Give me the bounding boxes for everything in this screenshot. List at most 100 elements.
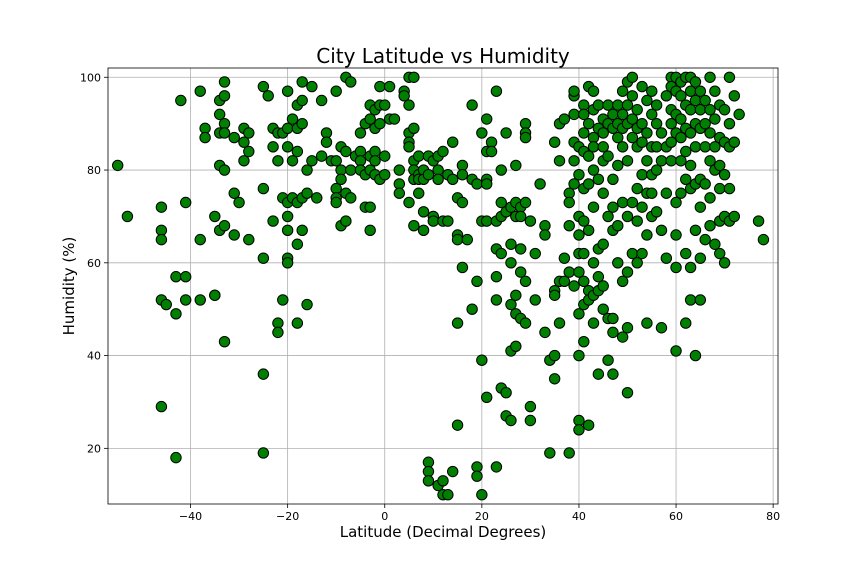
data-point	[112, 159, 124, 172]
data-point	[432, 173, 444, 186]
data-point	[728, 210, 741, 223]
data-point	[704, 192, 716, 204]
data-point	[694, 85, 707, 97]
data-point	[480, 215, 493, 227]
data-point	[447, 465, 459, 478]
data-point	[524, 400, 537, 413]
data-point	[636, 168, 648, 181]
data-point	[505, 298, 517, 311]
data-point	[694, 201, 707, 213]
data-point	[170, 271, 182, 283]
y-tick-label: 20	[87, 442, 101, 455]
data-point	[621, 322, 634, 334]
data-point	[447, 136, 459, 148]
data-point	[379, 99, 391, 111]
data-point	[699, 141, 711, 153]
data-point	[354, 127, 367, 139]
data-point	[592, 173, 605, 186]
data-point	[340, 145, 352, 158]
data-point	[233, 196, 245, 209]
data-point	[612, 99, 624, 111]
data-point	[602, 354, 614, 366]
data-point	[379, 150, 391, 162]
data-point	[524, 414, 537, 427]
data-point	[490, 271, 503, 283]
data-point	[573, 349, 585, 362]
data-point	[607, 312, 619, 325]
data-point	[286, 155, 299, 167]
data-point	[680, 247, 692, 260]
data-point	[568, 108, 580, 121]
data-point	[587, 85, 600, 97]
x-tick-label: −40	[179, 510, 202, 523]
data-point	[723, 182, 736, 195]
data-point	[500, 127, 512, 139]
data-point	[461, 233, 473, 246]
data-point	[471, 178, 483, 190]
data-point	[330, 196, 342, 209]
data-point	[218, 76, 231, 88]
data-point	[422, 475, 435, 487]
data-point	[660, 90, 673, 102]
data-point	[218, 164, 231, 176]
data-point	[427, 215, 439, 227]
data-point	[684, 294, 697, 306]
data-point	[650, 99, 663, 111]
data-point	[480, 391, 493, 404]
data-point	[413, 150, 425, 162]
y-tick-label: 80	[87, 164, 101, 177]
data-point	[694, 104, 707, 116]
data-point	[476, 489, 488, 501]
data-point	[243, 233, 255, 246]
data-point	[641, 229, 653, 241]
data-point	[578, 247, 590, 260]
data-point	[374, 80, 386, 93]
data-point	[607, 201, 619, 213]
data-point	[243, 127, 255, 139]
data-point	[199, 131, 211, 144]
data-point	[704, 155, 716, 167]
data-point	[471, 275, 483, 288]
data-point	[296, 117, 308, 130]
data-point	[514, 243, 527, 255]
data-point	[650, 164, 663, 176]
data-point	[709, 238, 721, 250]
data-point	[539, 229, 551, 241]
data-point	[383, 80, 396, 93]
data-point	[689, 349, 702, 362]
data-point	[490, 461, 503, 473]
data-point	[607, 326, 619, 339]
data-point	[597, 187, 609, 199]
data-point	[155, 233, 168, 246]
data-point	[621, 210, 634, 223]
data-point	[665, 117, 677, 130]
data-point	[699, 94, 711, 107]
data-point	[175, 94, 187, 107]
data-point	[597, 280, 609, 292]
data-point	[437, 475, 449, 487]
data-point	[578, 275, 590, 288]
data-point	[238, 136, 250, 148]
data-point	[296, 224, 308, 237]
data-point	[451, 419, 464, 431]
data-point	[607, 108, 619, 121]
data-point	[170, 451, 182, 464]
data-point	[694, 294, 707, 306]
data-point	[476, 354, 488, 366]
x-tick-label: 0	[381, 510, 388, 523]
data-point	[306, 155, 318, 167]
y-tick-label: 100	[80, 71, 101, 84]
data-point	[636, 247, 648, 260]
data-point	[524, 215, 537, 227]
data-point	[442, 489, 454, 501]
data-point	[626, 247, 639, 260]
data-point	[684, 104, 697, 116]
data-point	[228, 131, 240, 144]
data-point	[398, 90, 410, 102]
data-point	[330, 85, 342, 97]
data-point	[480, 178, 493, 190]
data-point	[568, 85, 580, 97]
data-point	[718, 168, 731, 181]
data-point	[636, 117, 648, 130]
data-point	[626, 131, 639, 144]
